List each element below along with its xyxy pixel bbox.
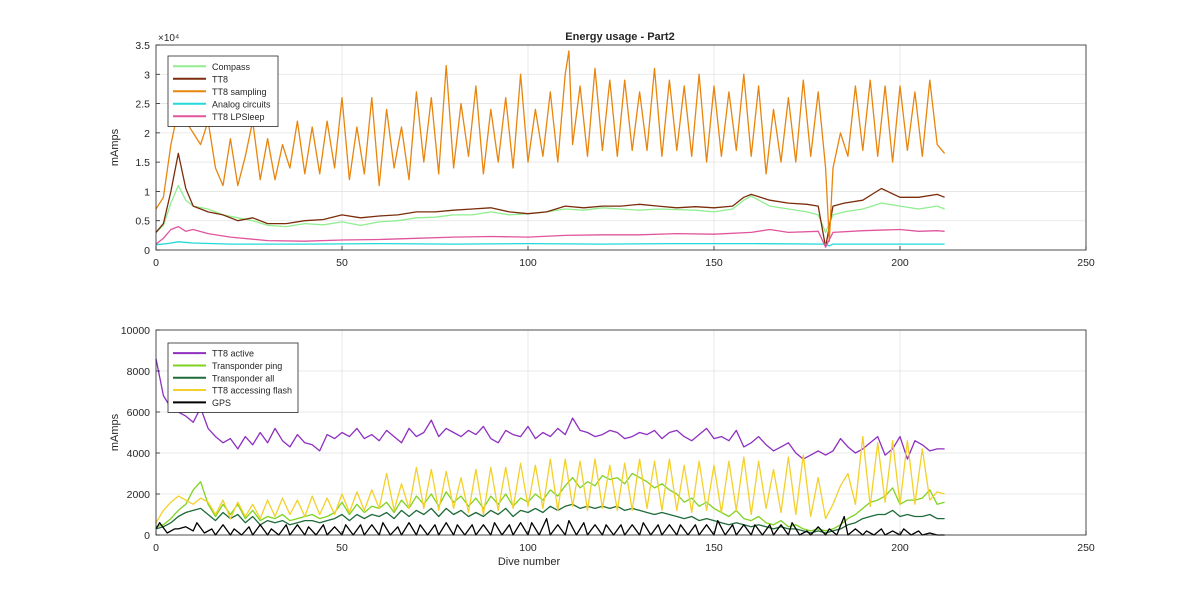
top-plot-area	[156, 45, 1086, 250]
bottom-x-axis-label: Dive number	[498, 556, 561, 568]
top-series-line-tt8-sampling	[155, 50, 946, 242]
top-y-axis-label: mAmps	[109, 128, 121, 166]
bottom-axes: 0 50 100 150 200 250 0 2000 4000 6000 8000 10000 mAm…	[109, 325, 1095, 568]
bottom-y-tick-label: 0	[144, 530, 150, 542]
top-series-line-analog-circuits	[155, 241, 945, 247]
top-y-tick-label: 1	[144, 186, 150, 198]
top-exponent-label: ×10⁴	[158, 33, 179, 44]
bottom-legend: TT8 active Transponder ping Transponder al…	[167, 342, 299, 413]
bottom-legend-label: Transponder ping	[212, 361, 282, 371]
bottom-series-line-gps	[155, 515, 945, 536]
top-x-tick-label: 0	[153, 257, 159, 269]
bottom-series-line-tt8-active	[155, 358, 945, 460]
top-x-tick-label: 100	[519, 257, 537, 269]
top-axes-frame	[155, 44, 1087, 251]
bottom-x-tick-label: 200	[891, 542, 909, 554]
bottom-x-tick-label: 0	[153, 542, 159, 554]
top-y-tick-label: 0	[144, 245, 150, 257]
top-legend-label: TT8 sampling	[212, 87, 267, 97]
top-y-tick-label: 0.5	[135, 216, 150, 228]
top-series-line-tt8	[155, 152, 945, 248]
top-legend-label: TT8 LPSleep	[212, 112, 265, 122]
top-x-tick-label: 50	[336, 257, 348, 269]
top-y-tick-label: 1.5	[135, 157, 150, 169]
bottom-legend-label: Transponder all	[212, 373, 274, 383]
bottom-y-tick-label: 2000	[127, 489, 151, 501]
bottom-legend-label: GPS	[212, 398, 231, 408]
bottom-y-tick-label: 4000	[127, 448, 151, 460]
top-legend: Compass TT8 TT8 sampling Analog circuits TT8…	[167, 55, 279, 127]
top-y-tick-label: 2.5	[135, 99, 150, 111]
top-x-tick-label: 150	[705, 257, 723, 269]
bottom-y-tick-label: 10000	[121, 325, 150, 337]
top-y-tick-label: 3.5	[135, 40, 150, 52]
top-y-tick-label: 2	[144, 128, 150, 140]
top-legend-label: TT8	[212, 74, 228, 84]
bottom-x-tick-label: 100	[519, 542, 537, 554]
top-legend-label: Compass	[212, 62, 251, 72]
top-series-line-tt8-lpsleep	[155, 225, 945, 248]
top-axes: 0 50 100 150 200 250 0 0.5 1 1.5 2 2.5 3 3.5 ×10⁴ mAmps…	[109, 33, 1095, 269]
bottom-x-tick-label: 50	[336, 542, 348, 554]
bottom-axes-frame	[155, 329, 1087, 536]
bottom-legend-label: TT8 accessing flash	[212, 386, 292, 396]
top-y-tick-label: 3	[144, 69, 150, 81]
bottom-series-line-tt8-accessing-flash	[155, 435, 945, 524]
top-x-tick-label: 250	[1077, 257, 1095, 269]
bottom-y-axis-label: mAmps	[109, 413, 121, 451]
top-legend-label: Analog circuits	[212, 99, 271, 109]
bottom-x-tick-label: 150	[705, 542, 723, 554]
bottom-y-tick-label: 6000	[127, 407, 151, 419]
top-x-tick-label: 200	[891, 257, 909, 269]
bottom-series-line-transponder-ping	[155, 472, 945, 532]
bottom-y-tick-label: 8000	[127, 366, 151, 378]
bottom-legend-label: TT8 active	[212, 349, 254, 359]
bottom-x-tick-label: 250	[1077, 542, 1095, 554]
figure-title: Energy usage - Part2	[565, 31, 674, 43]
